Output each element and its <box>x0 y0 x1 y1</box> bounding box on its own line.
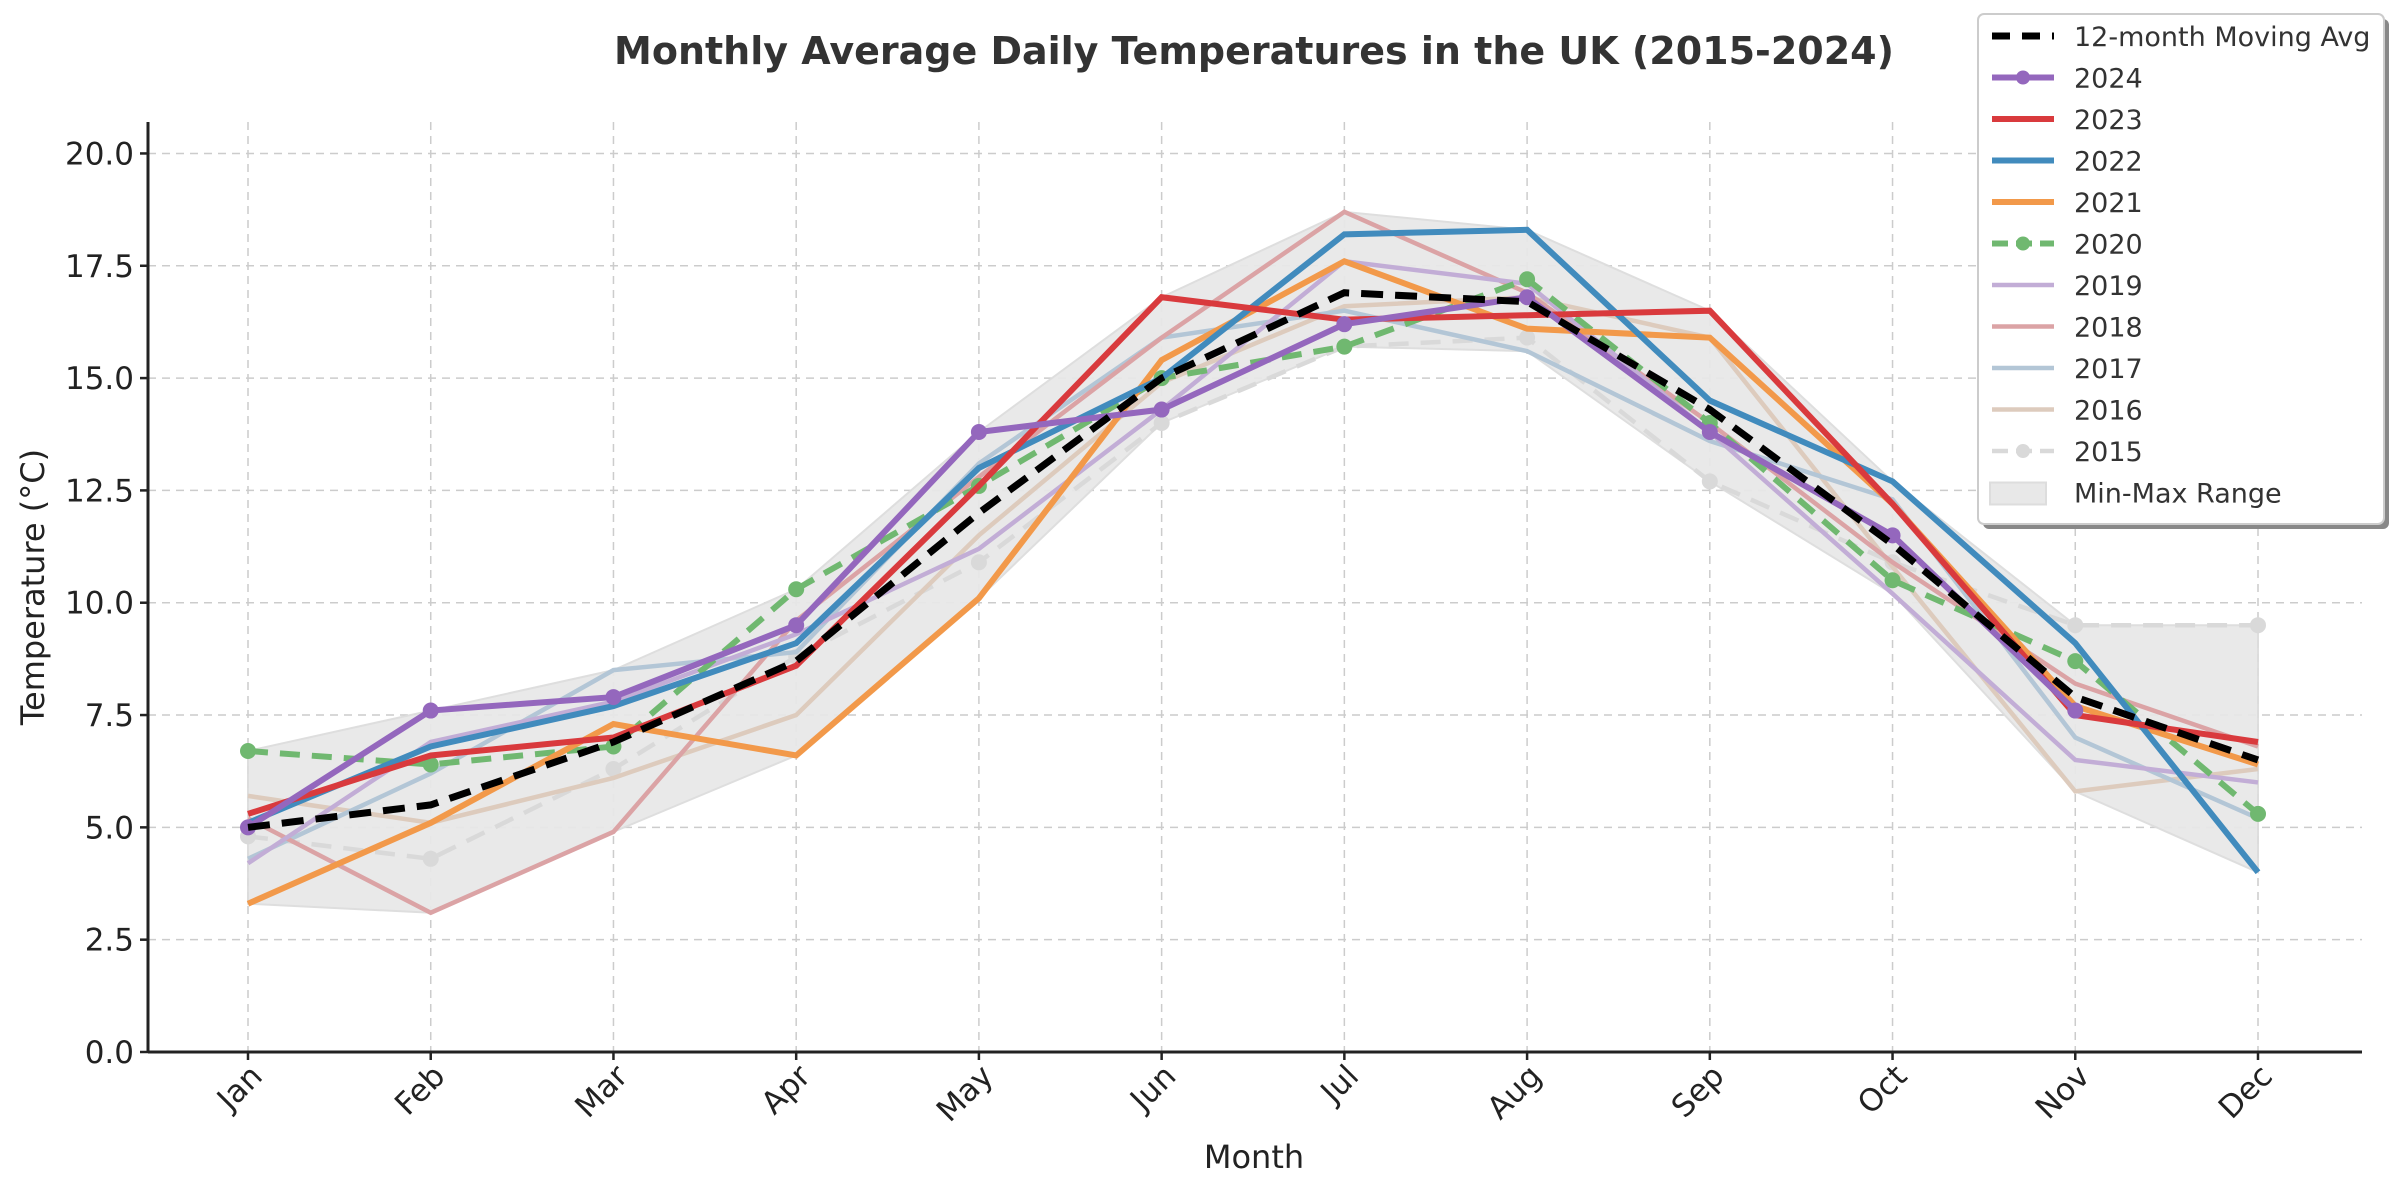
legend-item-2015: 2015 <box>1992 437 2143 468</box>
series-2024 <box>240 289 2084 836</box>
axes <box>146 122 2362 1054</box>
data-point-2024 <box>1153 401 1170 418</box>
legend-label: 2019 <box>2074 271 2143 302</box>
y-tick-label: 0.0 <box>85 1035 134 1071</box>
legend-item-2024: 2024 <box>1992 64 2143 95</box>
series-2016 <box>247 294 2259 826</box>
legend-item-2021: 2021 <box>1992 188 2143 219</box>
data-point-2015 <box>1153 415 1170 432</box>
legend-item-min-max-range: Min-Max Range <box>1989 479 2282 510</box>
legend-item-2018: 2018 <box>1992 313 2143 344</box>
data-point-2015 <box>1519 329 1536 346</box>
data-point-2015 <box>970 554 987 571</box>
legend-item-2019: 2019 <box>1992 271 2143 302</box>
data-point-2024 <box>1336 316 1353 333</box>
data-point-2020 <box>422 756 439 773</box>
legend-label: 2022 <box>2074 147 2143 178</box>
data-point-2015 <box>2067 617 2084 634</box>
series-2018 <box>246 209 2259 916</box>
chart-title: Monthly Average Daily Temperatures in th… <box>614 29 1894 73</box>
legend-item-12-month-moving-avg: 12-month Moving Avg <box>1992 22 2370 53</box>
y-tick-label: 20.0 <box>65 136 134 172</box>
legend-label: 2021 <box>2074 188 2143 219</box>
y-tick-label: 10.0 <box>65 586 134 622</box>
y-tick-label: 15.0 <box>65 361 134 397</box>
legend-marker <box>2016 70 2030 85</box>
series-line-12-month-moving-avg <box>247 289 2260 831</box>
data-point-2020 <box>788 581 805 598</box>
legend-label: 2017 <box>2074 354 2143 385</box>
series-layer <box>240 209 2266 916</box>
data-point-2015 <box>1701 473 1718 490</box>
y-tick-label: 12.5 <box>65 473 134 509</box>
legend-item-2017: 2017 <box>1992 354 2143 385</box>
legend-item-2022: 2022 <box>1992 147 2143 178</box>
data-point-2015 <box>422 850 439 867</box>
data-point-2024 <box>605 689 622 706</box>
data-point-2020 <box>2250 805 2266 822</box>
series-line-2016 <box>247 294 2259 826</box>
data-point-2024 <box>970 424 987 440</box>
y-ticks: 0.0 2.5 5.0 7.5 10.0 12.5 15.0 17.5 20.0 <box>65 136 148 1071</box>
data-point-2015 <box>2250 617 2266 634</box>
data-point-2024 <box>2067 702 2084 719</box>
legend-label: 2018 <box>2074 313 2143 344</box>
legend-label: 2020 <box>2074 230 2143 261</box>
legend-label: 2024 <box>2074 64 2143 95</box>
data-point-2024 <box>788 617 805 634</box>
legend-box <box>1977 13 2385 525</box>
legend-label: 2023 <box>2074 105 2143 136</box>
legend-label: 2015 <box>2074 437 2143 468</box>
legend-item-2023: 2023 <box>1992 105 2143 136</box>
data-point-2024 <box>422 702 439 719</box>
legend-label: Min-Max Range <box>2074 479 2282 510</box>
legend: 12-month Moving Avg 2024 2023 2022 2021 2020 2… <box>1977 13 2389 529</box>
data-point-2024 <box>1519 289 1536 306</box>
legend-marker <box>2016 444 2030 458</box>
x-axis-label: Month <box>1204 1138 1304 1176</box>
series-line-2023 <box>247 294 2259 817</box>
data-point-2020 <box>1884 572 1901 589</box>
data-point-2020 <box>1336 338 1353 355</box>
legend-marker <box>2016 236 2030 251</box>
series-line-2018 <box>246 209 2259 916</box>
y-tick-label: 17.5 <box>65 249 134 285</box>
y-axis-label: Temperature (°C) <box>14 449 52 726</box>
data-point-2024 <box>1701 424 1718 440</box>
legend-item-2016: 2016 <box>1992 396 2143 427</box>
data-point-2020 <box>2067 653 2084 670</box>
data-point-2020 <box>240 742 256 759</box>
legend-label: 12-month Moving Avg <box>2074 22 2370 53</box>
y-tick-label: 5.0 <box>85 810 134 846</box>
legend-label: 2016 <box>2074 396 2143 427</box>
data-point-2015 <box>605 760 622 777</box>
data-point-2020 <box>1519 271 1536 288</box>
series-2023 <box>247 294 2259 817</box>
y-tick-label: 2.5 <box>85 923 134 959</box>
legend-swatch <box>1989 481 2047 506</box>
legend-item-2020: 2020 <box>1992 230 2143 261</box>
y-tick-label: 7.5 <box>85 698 134 734</box>
series-12-month-moving-avg <box>247 289 2260 831</box>
